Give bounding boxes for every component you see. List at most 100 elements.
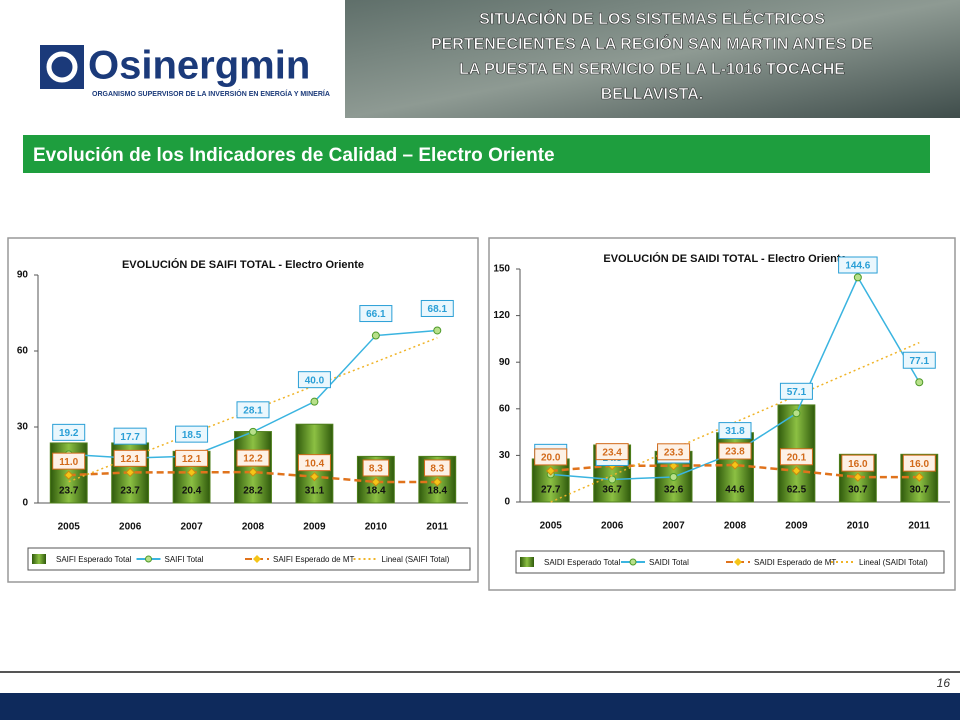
bar [234, 431, 272, 504]
value-label-box [534, 448, 568, 466]
value-label-box [657, 443, 691, 461]
point [432, 477, 442, 487]
legend-marker [734, 558, 742, 566]
value-label: 40.0 [305, 375, 325, 386]
y-tick-label: 150 [493, 264, 510, 275]
header-title-line: PERTENECIENTES A LA REGIÓN SAN MARTIN AN… [431, 34, 873, 53]
x-tick-label: 2010 [847, 521, 870, 532]
value-label-box [236, 449, 270, 467]
point [309, 471, 320, 482]
legend-label: SAIDI Esperado Total [544, 558, 621, 567]
value-label-box [52, 423, 86, 441]
value-label-box [902, 454, 936, 472]
value-label-box [236, 401, 270, 419]
value-label: 31.1 [305, 486, 325, 497]
value-label: 30.7 [848, 485, 868, 496]
value-label-box [52, 452, 86, 470]
point [668, 461, 679, 471]
value-label-box [297, 371, 331, 389]
value-label: 23.4 [602, 447, 622, 458]
logo-icon-ring [46, 51, 78, 83]
point [64, 470, 74, 480]
value-label: 16.0 [910, 459, 930, 470]
value-label: 18.4 [366, 486, 386, 497]
legend-label: SAIDI Esperado de MT [754, 558, 836, 567]
value-label: 11.0 [59, 457, 78, 468]
point [608, 475, 617, 484]
value-label: 144.6 [845, 261, 870, 272]
chart-title: EVOLUCIÓN DE SAIDI TOTAL - Electro Orien… [603, 252, 846, 265]
section-bar [23, 135, 930, 173]
x-tick-label: 2011 [908, 521, 930, 532]
logo-subtitle: ORGANISMO SUPERVISOR DE LA INVERSIÓN EN … [92, 89, 330, 98]
value-label: 23.8 [725, 447, 745, 458]
x-tick-label: 2007 [662, 521, 685, 532]
value-label-box [718, 442, 752, 460]
x-tick-label: 2011 [426, 522, 448, 533]
header-title-line: LA PUESTA EN SERVICIO DE LA L-1016 TOCAC… [459, 61, 845, 78]
point [371, 331, 380, 340]
x-tick-label: 2005 [540, 521, 563, 532]
section-title: Evolución de los Indicadores de Calidad … [33, 145, 555, 166]
value-label: 31.8 [725, 426, 745, 437]
x-tick-label: 2007 [180, 522, 203, 533]
legend-label: SAIDI Total [649, 558, 689, 567]
value-label: 28.1 [243, 405, 263, 416]
value-label-box [420, 299, 454, 317]
value-label: 28.2 [243, 486, 263, 497]
point [125, 467, 135, 478]
x-tick-label: 2006 [119, 522, 142, 533]
y-tick-label: 120 [493, 310, 510, 321]
point [433, 326, 442, 335]
value-label-box [779, 382, 813, 400]
value-label: 23.7 [120, 486, 140, 497]
value-label-box [718, 422, 752, 440]
point [792, 409, 801, 418]
point [853, 273, 862, 282]
legend-marker [253, 555, 261, 563]
point [915, 378, 924, 387]
legend-swatch [32, 554, 46, 564]
point [669, 472, 678, 481]
value-label: 19.2 [59, 428, 79, 439]
x-tick-label: 2010 [365, 522, 388, 533]
point [914, 472, 924, 482]
point [730, 460, 740, 470]
point [310, 397, 319, 406]
y-tick-label: 60 [499, 403, 511, 414]
value-label: 18.5 [182, 430, 202, 441]
value-label-box [362, 459, 390, 477]
value-label: 20.0 [541, 453, 561, 464]
value-label: 66.1 [366, 309, 386, 320]
y-tick-label: 60 [17, 346, 29, 357]
value-label: 62.5 [787, 485, 807, 496]
value-label: 20.4 [182, 486, 202, 497]
value-label: 23.7 [59, 486, 79, 497]
point [791, 466, 802, 476]
value-label: 27.7 [541, 485, 561, 496]
header-photo [345, 0, 960, 118]
x-tick-label: 2008 [242, 522, 265, 533]
x-tick-label: 2009 [303, 522, 326, 533]
point [853, 472, 863, 482]
value-label: 77.1 [910, 356, 930, 367]
value-label-box [595, 443, 629, 461]
footer-bar [0, 693, 960, 720]
x-tick-label: 2008 [724, 521, 747, 532]
value-label: 10.4 [305, 458, 325, 469]
value-label: 23.3 [664, 447, 684, 458]
value-label-box [779, 448, 813, 466]
point [249, 427, 257, 436]
legend-swatch [520, 557, 534, 567]
bar [531, 458, 570, 503]
point [248, 467, 258, 477]
legend-label: SAIFI Esperado de MT [273, 555, 354, 564]
header-title: SITUACIÓN DE LOS SISTEMAS ELÉCTRICOS PERT… [431, 9, 874, 104]
point [186, 467, 197, 478]
value-label: 18.4 [428, 486, 448, 497]
value-label-box [838, 256, 878, 274]
value-label-box [113, 427, 147, 445]
y-tick-label: 0 [22, 498, 28, 509]
chart-title: EVOLUCIÓN DE SAIFI TOTAL - Electro Orien… [122, 258, 364, 271]
